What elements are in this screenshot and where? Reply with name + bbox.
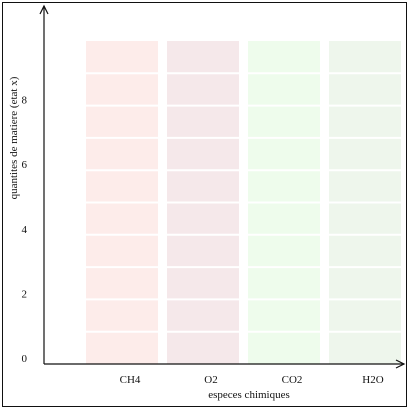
y-tick-label-8: 8 — [22, 95, 28, 107]
y-tick-label-0: 0 — [22, 353, 28, 365]
chart-frame — [2, 2, 407, 407]
x-tick-labels: CH4 O2 CO2 H2O — [120, 374, 384, 386]
y-tick-label-2: 2 — [22, 288, 28, 300]
x-axis-arrow — [395, 359, 406, 369]
x-tick-label-ch4: CH4 — [120, 374, 141, 386]
x-tick-label-h2o: H2O — [362, 374, 383, 386]
y-axis-arrow — [39, 4, 49, 15]
bars-group — [86, 41, 401, 364]
x-tick-label-co2: CO2 — [282, 374, 303, 386]
y-tick-label-4: 4 — [22, 224, 28, 236]
y-tick-label-6: 6 — [22, 159, 28, 171]
axes-group — [39, 4, 406, 369]
y-axis-label: quantites de matiere (etat x) — [8, 76, 20, 199]
y-tick-labels: 0 2 4 6 8 — [22, 95, 28, 365]
x-axis-label: especes chimiques — [208, 389, 290, 401]
x-tick-label-o2: O2 — [204, 374, 217, 386]
